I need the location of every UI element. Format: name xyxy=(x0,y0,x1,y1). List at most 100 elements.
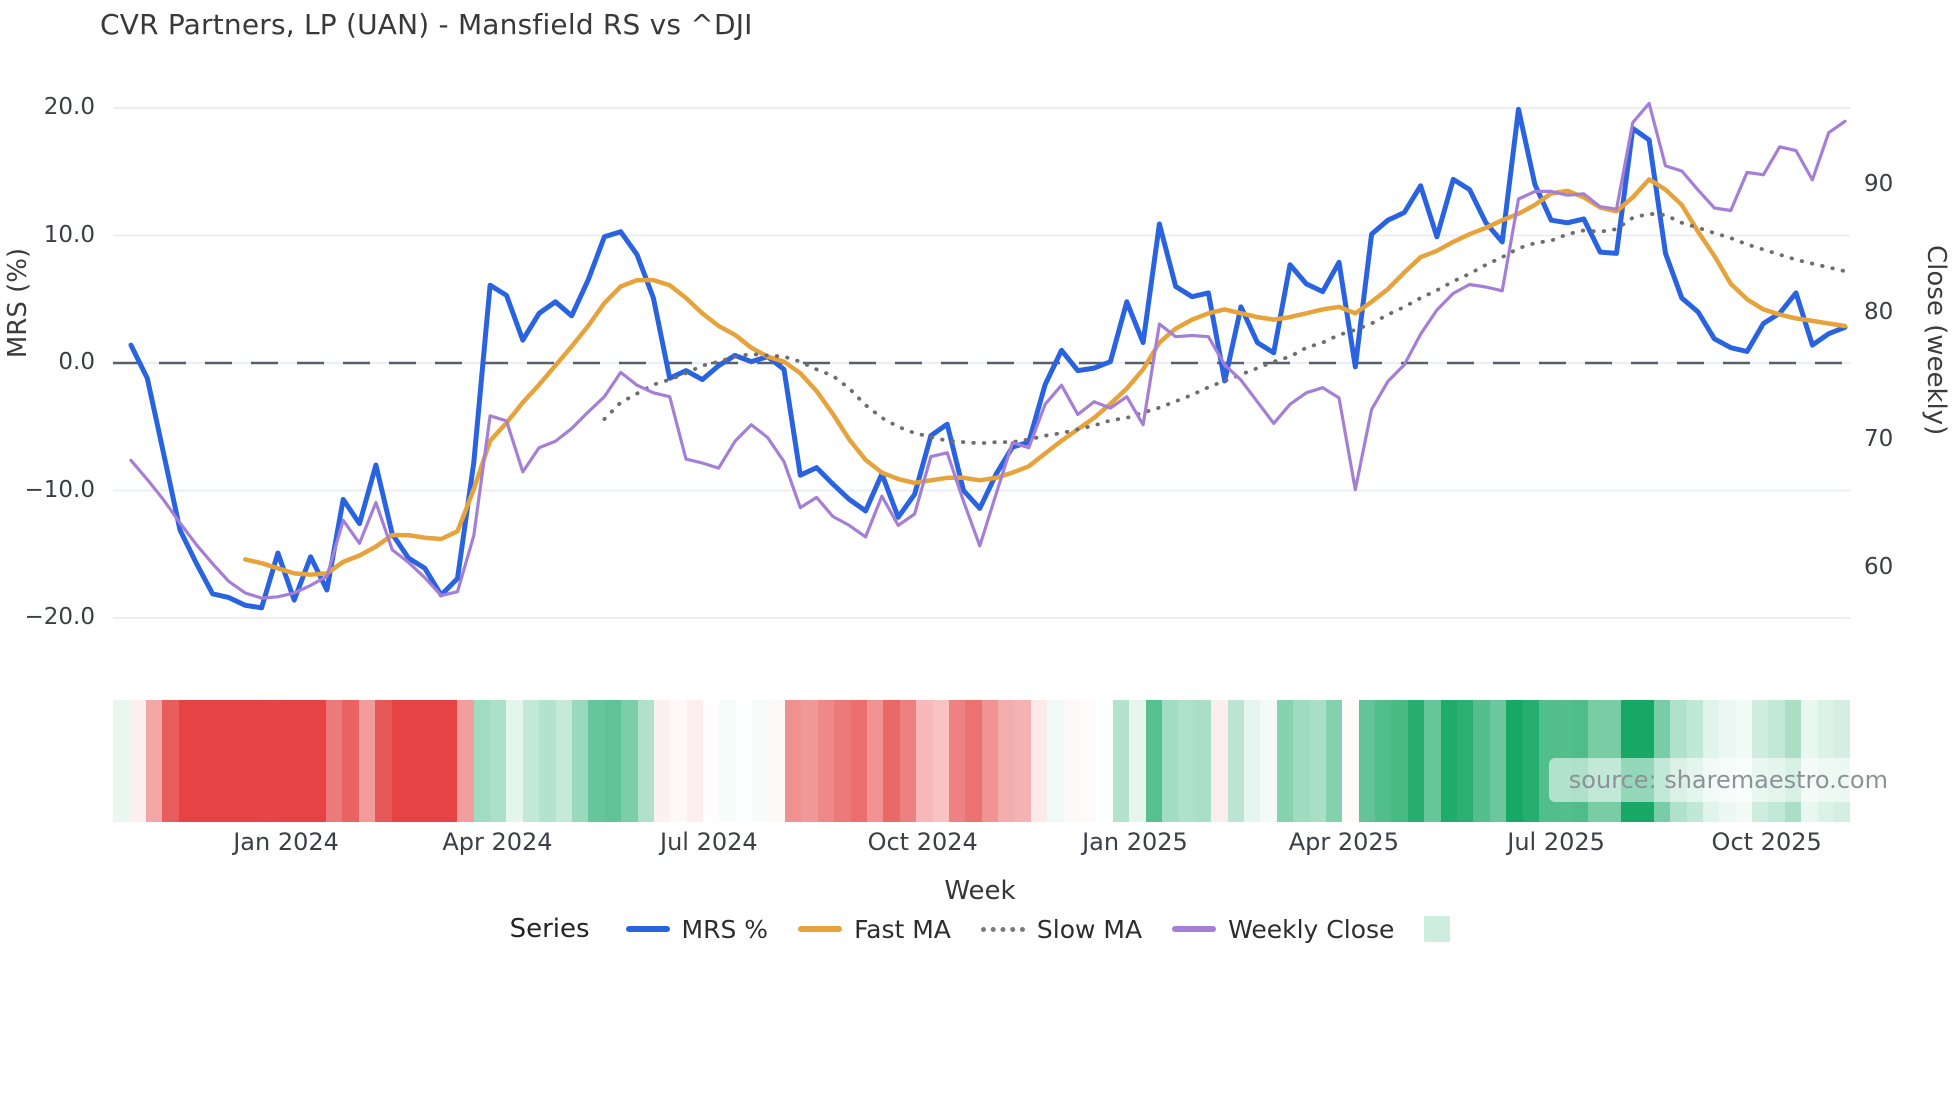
legend-item: Slow MA xyxy=(980,914,1143,944)
heat-cell xyxy=(342,700,359,822)
heat-cell xyxy=(129,700,146,822)
heat-cell xyxy=(457,700,474,822)
heat-cell xyxy=(408,700,425,822)
source-watermark: source: sharemaestro.com xyxy=(1548,758,1908,802)
x-tick: Jul 2024 xyxy=(660,828,758,856)
chart-title: CVR Partners, LP (UAN) - Mansfield RS vs… xyxy=(100,8,753,41)
heat-cell xyxy=(719,700,736,822)
heat-cell xyxy=(916,700,933,822)
heat-cell xyxy=(735,700,753,822)
series-line-fast-ma xyxy=(243,177,1848,577)
heat-cell xyxy=(1145,700,1162,822)
heat-cell xyxy=(211,700,228,822)
heat-cell xyxy=(1342,700,1359,822)
heat-cell xyxy=(834,700,851,822)
legend: Series MRS % Fast MA Slow MA Weekly Close xyxy=(0,914,1960,944)
heat-cell xyxy=(1473,700,1490,822)
heat-cell xyxy=(1293,700,1310,822)
y-left-tick: 20.0 xyxy=(43,94,95,120)
heat-cell xyxy=(965,700,982,822)
heat-cell xyxy=(948,700,966,822)
legend-series-label: Series xyxy=(509,914,590,944)
heat-cell xyxy=(637,700,654,822)
heat-cell xyxy=(817,700,835,822)
heat-cell xyxy=(489,700,507,822)
legend-swatch-mrs- xyxy=(625,926,670,932)
heat-cell xyxy=(1194,700,1212,822)
legend-swatch-slow-ma xyxy=(980,926,1025,932)
legend-label: Fast MA xyxy=(854,914,951,944)
heat-cell xyxy=(522,700,540,822)
heat-cell xyxy=(768,700,786,822)
heat-cell xyxy=(1211,700,1228,822)
heat-cell xyxy=(1358,700,1376,822)
x-tick: Oct 2024 xyxy=(867,828,978,856)
heat-cell xyxy=(1440,700,1458,822)
heat-cell xyxy=(1063,700,1081,822)
heat-cell xyxy=(1489,700,1507,822)
heat-cell xyxy=(752,700,769,822)
y-left-tick: −10.0 xyxy=(24,476,95,503)
heat-cell xyxy=(194,700,212,822)
heat-cell xyxy=(555,700,572,822)
x-tick: Jan 2025 xyxy=(1082,828,1188,856)
heat-cell xyxy=(1276,700,1294,822)
heat-cell xyxy=(1522,700,1539,822)
series-line-mrs- xyxy=(128,106,1848,611)
heat-cell xyxy=(227,700,245,822)
x-axis-title-week: Week xyxy=(944,876,1016,906)
heat-cell xyxy=(1260,700,1277,822)
heat-cell xyxy=(899,700,917,822)
y-left-tick: 10.0 xyxy=(43,221,95,248)
heat-cell xyxy=(1227,700,1244,822)
y-right-tick: 60 xyxy=(1864,553,1894,580)
heat-cell xyxy=(1112,700,1130,822)
heat-cell xyxy=(571,700,589,822)
y-right-tick: 80 xyxy=(1864,298,1894,325)
heat-cell xyxy=(1506,700,1523,822)
heat-cell xyxy=(1178,700,1195,822)
heat-cell xyxy=(145,700,163,822)
legend-swatch-weekly-close xyxy=(1172,926,1217,932)
heat-cell xyxy=(1309,700,1326,822)
x-tick: Oct 2025 xyxy=(1711,828,1822,856)
heat-cell xyxy=(162,700,179,822)
x-tick: Apr 2025 xyxy=(1288,828,1399,856)
heat-cell xyxy=(1375,700,1392,822)
heat-cell xyxy=(801,700,818,822)
heat-cell xyxy=(244,700,261,822)
main-chart xyxy=(113,101,1850,619)
legend-label: Weekly Close xyxy=(1228,914,1395,944)
heat-cell xyxy=(1080,700,1097,822)
legend-item: Weekly Close xyxy=(1172,915,1394,944)
x-tick: Jul 2025 xyxy=(1507,828,1605,856)
heat-cell xyxy=(1129,700,1146,822)
heat-cell xyxy=(440,700,458,822)
heat-cell xyxy=(1457,700,1474,822)
y-right-tick: 90 xyxy=(1864,171,1894,197)
heat-cell xyxy=(276,700,294,822)
legend-swatch-fast-ma xyxy=(798,926,843,932)
heat-cell xyxy=(473,700,490,822)
heat-cell xyxy=(850,700,867,822)
heat-cell xyxy=(424,700,441,822)
y-left-tick: −20.0 xyxy=(24,604,95,630)
y-left-tick: 0.0 xyxy=(58,349,95,375)
heat-cell xyxy=(604,700,622,822)
heat-cell xyxy=(1391,700,1408,822)
heat-cell xyxy=(309,700,327,822)
heat-cell xyxy=(998,700,1015,822)
heat-cell xyxy=(621,700,638,822)
heat-cell xyxy=(506,700,523,822)
heat-cell xyxy=(1014,700,1031,822)
heat-cell xyxy=(1424,700,1441,822)
heat-cell xyxy=(1162,700,1179,822)
heat-cell xyxy=(178,700,195,822)
legend-swatch-heatmap xyxy=(1424,916,1451,942)
heat-cell xyxy=(703,700,720,822)
heat-cell xyxy=(670,700,687,822)
legend-label: MRS % xyxy=(681,914,769,944)
heat-cell xyxy=(391,700,409,822)
legend-label: Slow MA xyxy=(1036,914,1143,944)
